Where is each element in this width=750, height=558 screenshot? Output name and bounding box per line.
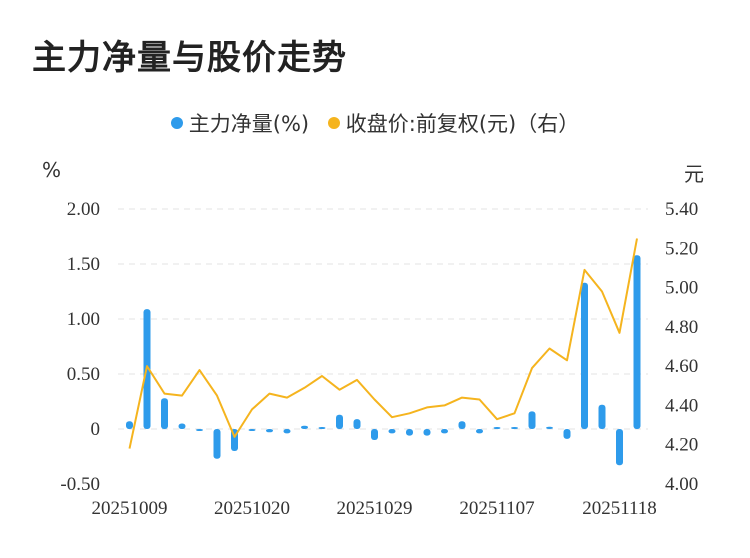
net-flow-bar	[266, 429, 273, 433]
left-axis-tick-label: -0.50	[60, 474, 100, 495]
net-flow-bar	[511, 427, 518, 429]
net-flow-bar	[318, 427, 326, 429]
right-axis-tick-label: 5.00	[665, 278, 698, 299]
right-axis-tick-label: 4.80	[665, 317, 698, 338]
chart-title: 主力净量与股价走势	[32, 38, 347, 78]
legend-item-close-price[interactable]: 收盘价:前复权(元)（右）	[327, 108, 580, 138]
net-flow-bar	[581, 282, 588, 429]
net-flow-bar	[528, 411, 536, 429]
net-flow-bar	[336, 414, 343, 429]
net-flow-bar	[283, 429, 291, 434]
left-axis-unit: %	[42, 158, 62, 182]
net-flow-bar	[178, 423, 186, 429]
net-flow-bar	[248, 429, 256, 431]
net-flow-bar	[493, 427, 501, 429]
legend-dot-icon	[327, 117, 340, 129]
net-flow-bar	[371, 429, 378, 440]
close-price-line	[128, 238, 638, 449]
right-axis-tick-label: 4.40	[665, 395, 698, 416]
legend-label-close-price: 收盘价:前复权(元)（右）	[345, 112, 580, 136]
right-axis-tick-label: 4.00	[665, 474, 698, 495]
net-flow-bar	[126, 421, 133, 429]
right-axis-tick-label: 4.20	[665, 435, 698, 456]
net-flow-bar	[213, 429, 221, 459]
net-flow-bar	[476, 429, 483, 434]
net-flow-bar	[441, 429, 448, 434]
left-axis-tick-label: 1.50	[67, 254, 100, 275]
net-flow-bar	[196, 429, 203, 431]
legend: 主力净量(%) 收盘价:前复权(元)（右）	[0, 108, 750, 138]
legend-dot-icon	[170, 117, 183, 129]
left-axis-tick-label: 1.00	[67, 309, 100, 330]
legend-item-net-flow[interactable]: 主力净量(%)	[170, 108, 310, 138]
x-axis-tick-label: 20251009	[92, 498, 168, 519]
right-axis-unit: 元	[684, 162, 704, 186]
left-axis-tick-label: 0	[91, 419, 101, 440]
net-flow-bar	[546, 426, 553, 429]
net-flow-bar	[353, 419, 361, 429]
net-flow-bar	[598, 404, 606, 429]
left-axis-tick-label: 2.00	[67, 199, 100, 220]
right-axis-tick-label: 5.20	[665, 238, 698, 259]
net-flow-bar	[458, 421, 466, 429]
net-flow-bar	[563, 429, 571, 439]
legend-label-net-flow: 主力净量(%)	[188, 112, 310, 136]
x-axis-tick-label: 20251029	[337, 498, 413, 519]
net-flow-bar	[388, 429, 396, 434]
net-flow-bar	[301, 425, 308, 429]
net-flow-bar	[616, 429, 623, 466]
x-axis-tick-label: 20251020	[214, 498, 290, 519]
net-flow-bar	[423, 429, 431, 436]
x-axis-tick-label: 20251107	[459, 498, 534, 519]
left-axis-tick-label: 0.50	[67, 364, 100, 385]
net-flow-bar	[161, 398, 168, 429]
net-flow-bar	[633, 255, 641, 429]
x-axis-tick-label: 20251118	[582, 498, 657, 519]
right-axis-tick-label: 4.60	[665, 356, 698, 377]
right-axis-tick-label: 5.40	[665, 199, 698, 220]
net-flow-bar	[406, 429, 413, 436]
